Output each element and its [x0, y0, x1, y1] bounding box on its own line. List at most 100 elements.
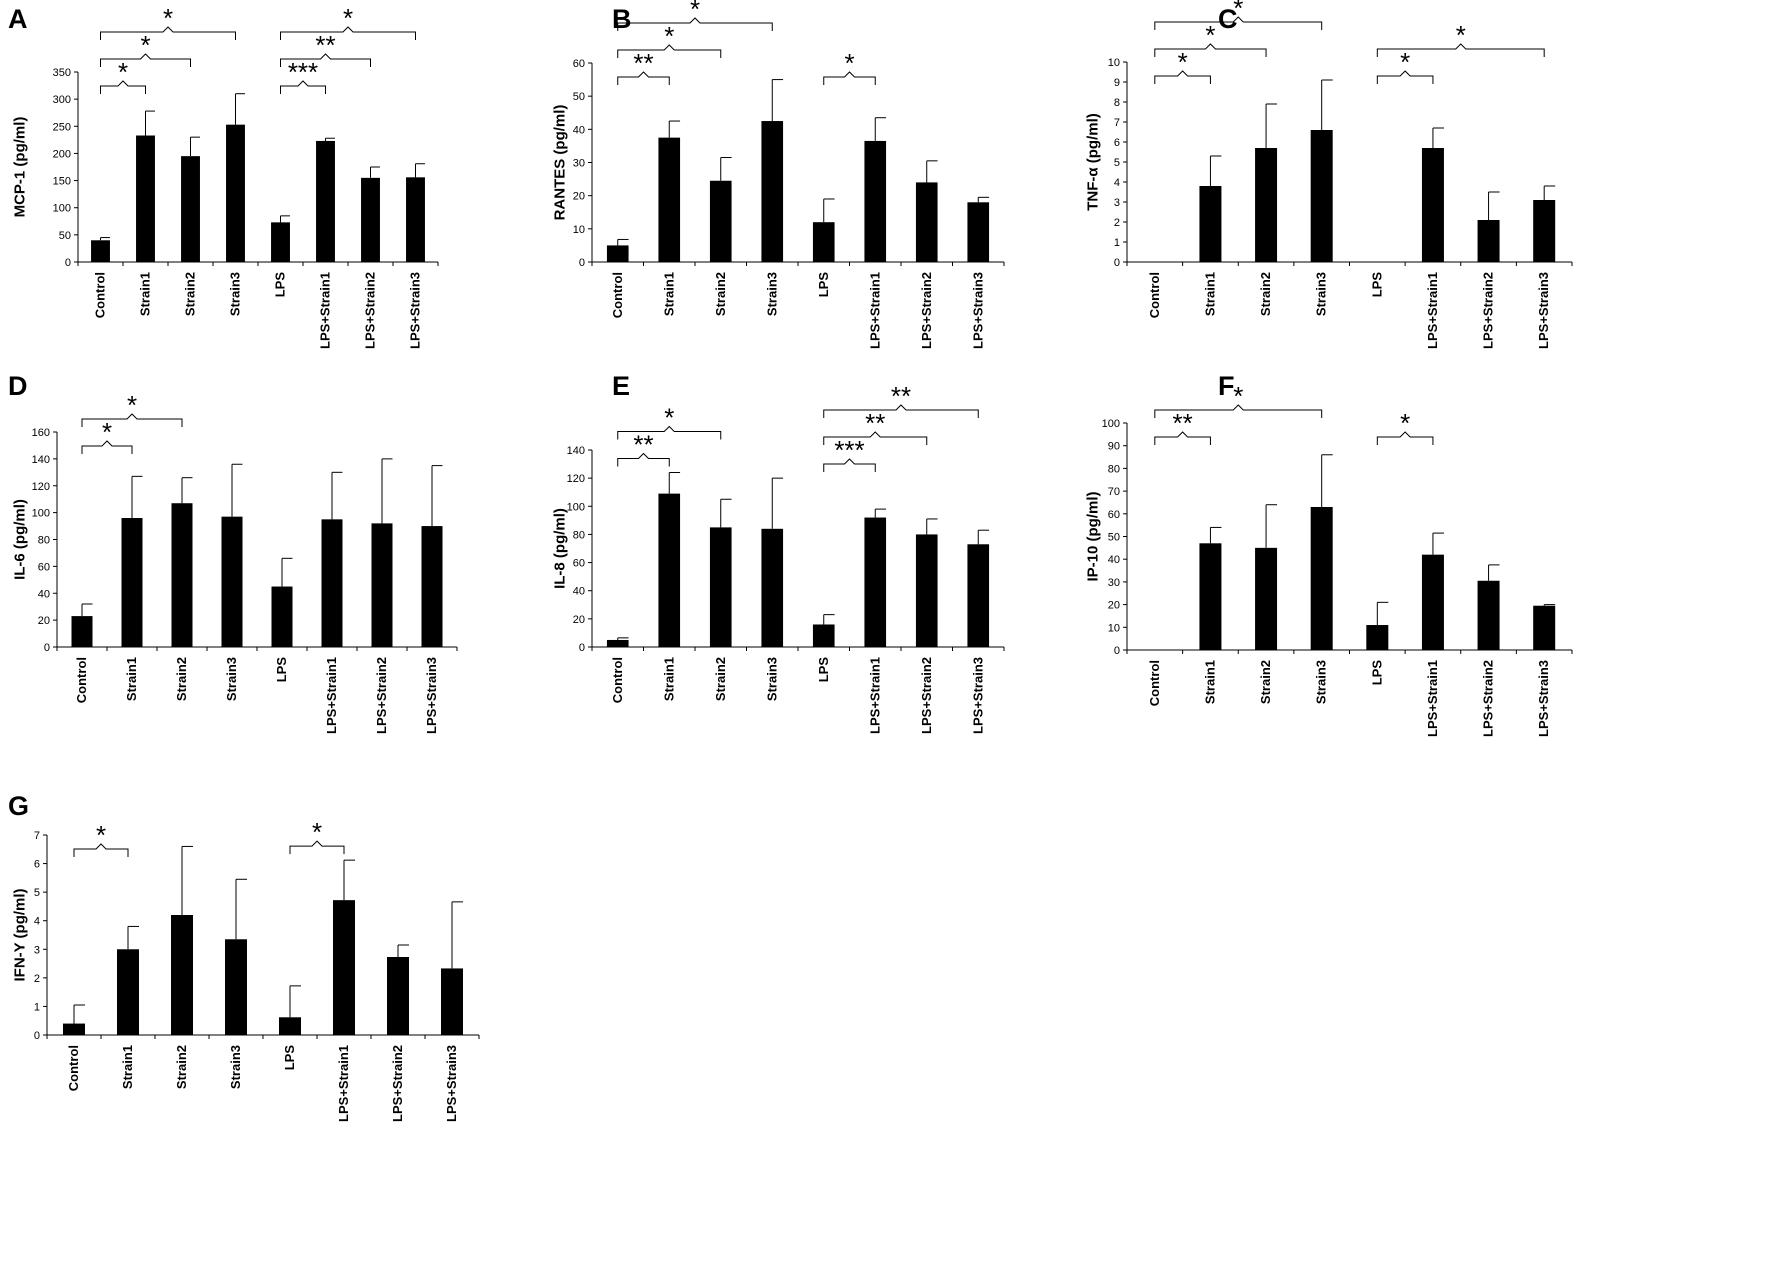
panel-f-category-label: Strain2: [1258, 660, 1273, 704]
panel-e-category-label: LPS+Strain3: [970, 657, 985, 734]
panel-c-significance-stars: *: [1400, 47, 1410, 77]
panel-f-category-label: Strain3: [1314, 660, 1329, 704]
panel-f-category-label: LPS: [1369, 660, 1384, 686]
panel-f-y-tick-label: 30: [1108, 577, 1120, 589]
panel-a-significance-bracket: [280, 26, 416, 40]
panel-d-letter: D: [8, 371, 28, 401]
panel-c-category-label: Strain1: [1202, 272, 1217, 316]
panel-f-bar: [1533, 605, 1556, 650]
panel-d-bar: [221, 516, 243, 647]
panel-g-bar: [441, 968, 463, 1035]
panel-d-category-label: LPS+Strain1: [324, 657, 339, 734]
panel-e-category-label: LPS+Strain1: [867, 657, 882, 734]
panel-f-significance-stars: *: [1233, 381, 1243, 411]
panel-b-y-tick-label: 0: [579, 257, 585, 269]
panel-e-significance-stars: **: [633, 430, 653, 460]
panel-b-significance-bracket: [823, 71, 876, 85]
panel-g-y-tick-label: 0: [34, 1030, 40, 1042]
panel-g-bar: [225, 939, 247, 1035]
panel-e-category-label: Control: [610, 657, 625, 703]
panel-a-bar: [361, 177, 380, 262]
panel-d-bar: [321, 519, 343, 647]
panel-a-y-tick-label: 100: [53, 203, 71, 215]
panel-a-y-tick-label: 50: [59, 230, 71, 242]
panel-a-y-tick-label: 0: [65, 257, 71, 269]
panel-d-significance-stars: *: [102, 417, 112, 447]
panel-a-significance-stars: *: [118, 57, 128, 87]
panel-f-bar: [1255, 547, 1278, 650]
panel-c-bar: [1421, 148, 1444, 262]
panel-d-y-axis-label: IL-6 (pg/ml): [12, 499, 29, 580]
panel-d-y-tick-label: 120: [32, 481, 50, 493]
panel-f-significance-bracket: [1154, 431, 1211, 445]
panel-a-significance-stars: *: [163, 3, 173, 33]
panel-c-chart: C 0 1 2 3 4 5 6 7 8 9 10 TNF-α (pg/ml) Control Strain1…: [1085, 0, 1573, 349]
panel-a-significance-stars: ***: [288, 57, 318, 87]
panel-e-significance-bracket: [617, 452, 670, 467]
panel-g-y-tick-label: 7: [34, 830, 40, 842]
panel-g-bar: [279, 1017, 301, 1035]
panel-g-y-axis-label: IFN-Y (pg/ml): [12, 888, 29, 981]
panel-c-y-tick-label: 8: [1114, 97, 1120, 109]
panel-f-significance-bracket: [1376, 431, 1434, 445]
panel-c-category-label: LPS+Strain3: [1536, 272, 1551, 349]
panel-g-bar: [117, 949, 139, 1035]
panel-g-category-label: Strain3: [228, 1045, 243, 1089]
panel-a-y-tick-label: 300: [53, 94, 71, 106]
panel-b-bar: [864, 140, 887, 262]
panel-c-significance-bracket: [1376, 70, 1434, 84]
panel-b-category-label: Control: [610, 272, 625, 318]
panel-g-significance-bracket: [73, 843, 129, 857]
panel-d-y-tick-label: 40: [38, 588, 50, 600]
panel-e-category-label: LPS+Strain2: [919, 657, 934, 734]
panel-g-bar: [171, 915, 193, 1035]
panel-a-bar: [316, 140, 335, 262]
panel-c-bar: [1477, 220, 1500, 262]
panel-f-y-tick-label: 20: [1108, 600, 1120, 612]
panel-a-significance-bracket: [100, 26, 236, 40]
panel-c-significance-stars: *: [1233, 0, 1243, 23]
panel-a-chart: A 0 50 100 150 200 250 300 350 MCP-1 (pg/ml) Contr…: [8, 3, 439, 349]
panel-e-significance-bracket: [823, 458, 876, 472]
panel-b-y-tick-label: 60: [573, 58, 585, 70]
panel-e-significance-stars: *: [664, 403, 674, 433]
panel-e-significance-bracket: [823, 404, 979, 418]
panel-c-category-label: LPS+Strain1: [1425, 272, 1440, 349]
panel-e-y-tick-label: 80: [573, 529, 585, 541]
panel-a-significance-bracket: [280, 53, 371, 67]
panel-f-y-tick-label: 100: [1102, 418, 1120, 430]
panel-a-significance-stars: *: [343, 3, 353, 33]
panel-b-significance-bracket: [617, 71, 670, 85]
panel-d-bar: [121, 518, 143, 647]
panel-d-significance-stars: *: [127, 390, 137, 420]
panel-d-category-label: LPS: [274, 657, 289, 683]
panel-d-bar: [371, 523, 393, 647]
panel-e-category-label: Strain2: [713, 657, 728, 701]
panel-c-category-label: LPS: [1369, 272, 1384, 298]
panel-b-category-label: LPS+Strain2: [919, 272, 934, 349]
panel-b-letter: B: [612, 4, 632, 34]
panel-a-bar: [406, 177, 425, 262]
panel-g-bar: [63, 1023, 85, 1035]
panel-b-y-tick-label: 40: [573, 124, 585, 136]
panel-d-bar: [171, 503, 193, 647]
panel-a-category-label: Strain1: [138, 272, 153, 316]
panel-c-y-tick-label: 10: [1108, 57, 1120, 69]
panel-c-y-tick-label: 9: [1114, 77, 1120, 89]
panel-a-y-tick-label: 150: [53, 176, 71, 188]
panel-b-bar: [812, 222, 835, 262]
panel-e-y-tick-label: 120: [567, 473, 585, 485]
panel-a-letter: A: [8, 4, 28, 34]
panel-f-bar: [1477, 580, 1500, 650]
panel-f-category-label: Control: [1147, 660, 1162, 706]
panel-a-bar: [226, 124, 245, 263]
panel-c-y-tick-label: 0: [1114, 257, 1120, 269]
panel-g-significance-bracket: [289, 840, 345, 855]
panel-e-category-label: LPS: [816, 657, 831, 683]
panel-f-significance-stars: *: [1400, 408, 1410, 438]
panel-b-category-label: LPS+Strain3: [970, 272, 985, 349]
panel-c-significance-bracket: [1154, 43, 1267, 57]
panel-e-bar: [864, 517, 887, 647]
panel-a-y-tick-label: 250: [53, 121, 71, 133]
panel-e-bar: [761, 528, 784, 647]
